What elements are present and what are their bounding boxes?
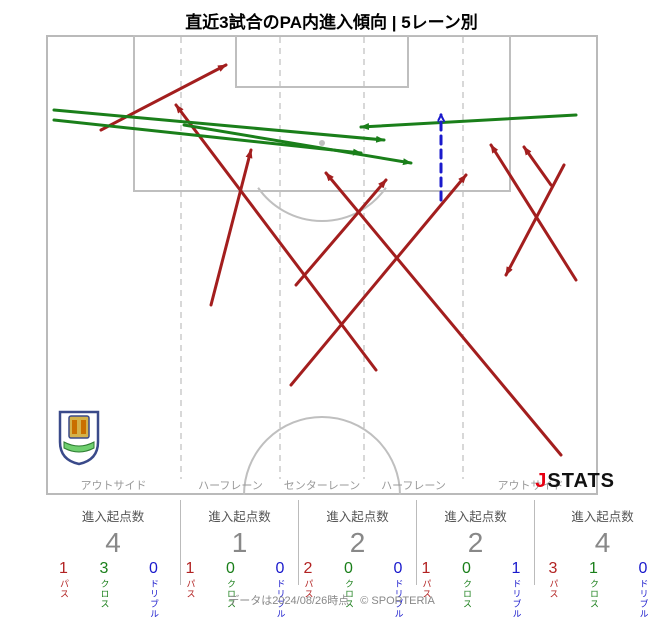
pitch-diagram: アウトサイドハーフレーンセンターレーンハーフレーンアウトサイド — [46, 35, 598, 495]
lane-name-label: アウトサイド — [46, 477, 181, 493]
lane-stats-row: 進入起点数41パス3クロス0ドリブル進入起点数11パス0クロス0ドリブル進入起点… — [46, 500, 598, 585]
lane-breakdown: 1パス 0クロス 1ドリブル — [417, 561, 534, 619]
lane-total: 2 — [417, 527, 534, 559]
lane-stats-col: 進入起点数22パス0クロス0ドリブル — [299, 500, 417, 585]
lane-stats-col: 進入起点数11パス0クロス0ドリブル — [181, 500, 299, 585]
brand-logo: JSTATS — [535, 470, 615, 493]
cross-count: 0クロス — [335, 561, 362, 619]
pitch-svg — [46, 35, 598, 495]
lane-stats-header: 進入起点数 — [181, 506, 298, 525]
chart-title: 直近3試合のPA内進入傾向 | 5レーン別 — [0, 0, 663, 33]
dribble-count: 0ドリブル — [262, 561, 298, 619]
figure-root: 直近3試合のPA内進入傾向 | 5レーン別 アウトサイドハーフレーンセンターレー… — [0, 0, 663, 611]
lane-stats-header: 進入起点数 — [535, 506, 663, 525]
lane-name-label: ハーフレーン — [364, 477, 463, 493]
lane-name-label: センターレーン — [280, 477, 364, 493]
lane-total: 1 — [181, 527, 298, 559]
brand-prefix: J — [535, 470, 547, 492]
lane-name-label: ハーフレーン — [181, 477, 280, 493]
dribble-count: 0ドリブル — [380, 561, 416, 619]
lane-stats-header: 進入起点数 — [417, 506, 534, 525]
lane-stats-col: 進入起点数21パス0クロス1ドリブル — [417, 500, 535, 585]
pass-count: 1パス — [55, 561, 73, 619]
cross-count: 3クロス — [91, 561, 118, 619]
lane-total: 4 — [46, 527, 180, 559]
club-crest-icon — [56, 410, 102, 466]
lane-breakdown: 2パス 0クロス 0ドリブル — [299, 561, 416, 619]
cross-count: 0クロス — [217, 561, 244, 619]
lane-total: 4 — [535, 527, 663, 559]
pass-count: 1パス — [181, 561, 199, 619]
lane-stats-col: 進入起点数43パス1クロス0ドリブル — [535, 500, 663, 585]
dribble-count: 1ドリブル — [498, 561, 534, 619]
dribble-count: 0ドリブル — [625, 561, 661, 619]
lane-stats-col: 進入起点数41パス3クロス0ドリブル — [46, 500, 181, 585]
lane-breakdown: 1パス 3クロス 0ドリブル — [46, 561, 180, 619]
footer-copyright: データは2024/08/26時点 © SPORTERIA — [0, 592, 663, 608]
lane-stats-header: 進入起点数 — [46, 506, 180, 525]
pass-count: 3パス — [544, 561, 562, 619]
lane-total: 2 — [299, 527, 416, 559]
pass-count: 1パス — [417, 561, 435, 619]
pass-count: 2パス — [299, 561, 317, 619]
cross-count: 1クロス — [580, 561, 607, 619]
brand-name: STATS — [547, 470, 615, 492]
lane-breakdown: 3パス 1クロス 0ドリブル — [535, 561, 663, 619]
lane-stats-header: 進入起点数 — [299, 506, 416, 525]
lane-breakdown: 1パス 0クロス 0ドリブル — [181, 561, 298, 619]
cross-count: 0クロス — [453, 561, 480, 619]
dribble-count: 0ドリブル — [136, 561, 172, 619]
